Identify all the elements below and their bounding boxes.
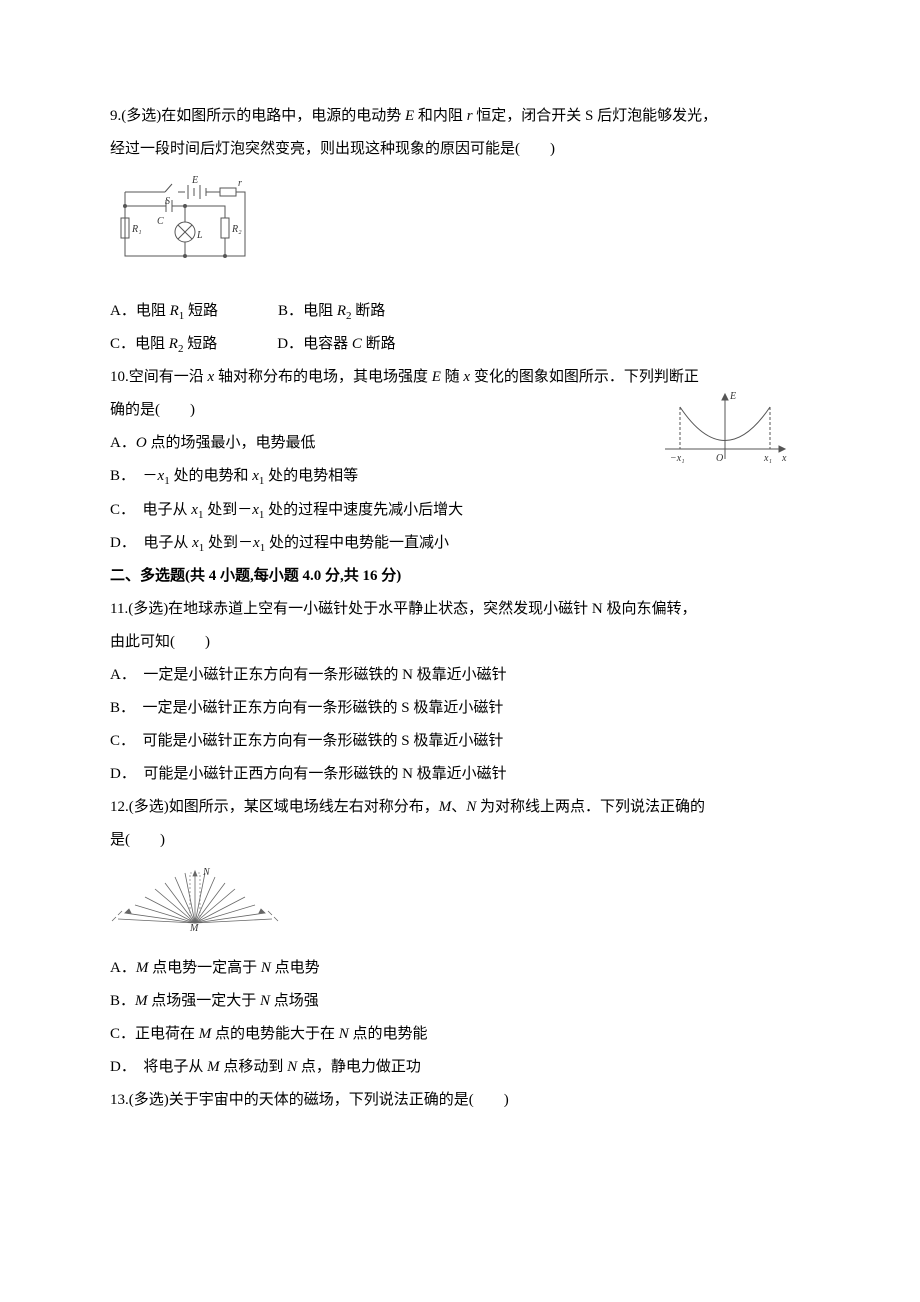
q11-stem: 11.(多选)在地球赤道上空有一小磁针处于水平静止状态，突然发现小磁针 N 极向… [110, 593, 810, 626]
svg-text:M: M [189, 923, 199, 933]
circuit-diagram: S E r C L R₁ R₂ [110, 174, 260, 274]
q10-option-d: D． 电子从 x1 处到－x1 处的过程中电势能一直减小 [110, 527, 810, 560]
svg-text:−x₁: −x₁ [670, 453, 685, 464]
svg-text:r: r [238, 178, 242, 189]
q9-options-row1: A．电阻 R1 短路 B．电阻 R2 断路 [110, 295, 810, 328]
e-x-graph: E O −x₁ x₁ x [660, 389, 790, 474]
q9-option-c: C．电阻 R2 短路 [110, 328, 217, 361]
q12-option-d: D． 将电子从 M 点移动到 N 点，静电力做正功 [110, 1051, 810, 1084]
question-13: 13.(多选)关于宇宙中的天体的磁场，下列说法正确的是( ) [110, 1084, 810, 1117]
q11-stem-2: 由此可知( ) [110, 626, 810, 659]
question-9: 9.(多选)在如图所示的电路中，电源的电动势 E 和内阻 r 恒定，闭合开关 S… [110, 100, 810, 361]
q9-option-b: B．电阻 R2 断路 [278, 295, 385, 328]
q12-option-b: B．M 点场强一定大于 N 点场强 [110, 985, 810, 1018]
q11-option-a: A． 一定是小磁针正东方向有一条形磁铁的 N 极靠近小磁针 [110, 659, 810, 692]
q12-stem-2: 是( ) [110, 824, 810, 857]
svg-text:N: N [202, 867, 211, 878]
q12-option-c: C．正电荷在 M 点的电势能大于在 N 点的电势能 [110, 1018, 810, 1051]
q11-option-d: D． 可能是小磁针正西方向有一条形磁铁的 N 极靠近小磁针 [110, 758, 810, 791]
question-10: 10.空间有一沿 x 轴对称分布的电场，其电场强度 E 随 x 变化的图象如图所… [110, 361, 810, 560]
q9-stem: 9.(多选)在如图所示的电路中，电源的电动势 E 和内阻 r 恒定，闭合开关 S… [110, 100, 810, 133]
svg-text:x: x [781, 453, 787, 464]
svg-text:R₂: R₂ [231, 224, 242, 235]
q9-options-row2: C．电阻 R2 短路 D．电容器 C 断路 [110, 328, 810, 361]
q11-option-b: B． 一定是小磁针正东方向有一条形磁铁的 S 极靠近小磁针 [110, 692, 810, 725]
q13-stem: 13.(多选)关于宇宙中的天体的磁场，下列说法正确的是( ) [110, 1084, 810, 1117]
q11-option-c: C． 可能是小磁针正东方向有一条形磁铁的 S 极靠近小磁针 [110, 725, 810, 758]
question-12: 12.(多选)如图所示，某区域电场线左右对称分布，M、N 为对称线上两点．下列说… [110, 791, 810, 1084]
q9-option-a: A．电阻 R1 短路 [110, 295, 218, 328]
q9-stem-line2: 经过一段时间后灯泡突然变亮，则出现这种现象的原因可能是( ) [110, 133, 810, 166]
svg-text:E: E [191, 175, 198, 186]
q12-stem: 12.(多选)如图所示，某区域电场线左右对称分布，M、N 为对称线上两点．下列说… [110, 791, 810, 824]
q10-option-c: C． 电子从 x1 处到－x1 处的过程中速度先减小后增大 [110, 494, 810, 527]
svg-text:O: O [716, 453, 723, 464]
section-2-heading: 二、多选题(共 4 小题,每小题 4.0 分,共 16 分) [110, 560, 810, 593]
svg-text:R₁: R₁ [131, 224, 142, 235]
q9-option-d: D．电容器 C 断路 [277, 328, 395, 361]
svg-text:L: L [196, 230, 203, 241]
svg-text:x₁: x₁ [763, 453, 772, 464]
svg-text:C: C [157, 216, 164, 227]
svg-text:S: S [165, 196, 170, 207]
question-11: 11.(多选)在地球赤道上空有一小磁针处于水平静止状态，突然发现小磁针 N 极向… [110, 593, 810, 791]
field-lines-diagram: N M [110, 863, 280, 933]
q12-option-a: A．M 点电势一定高于 N 点电势 [110, 952, 810, 985]
svg-text:E: E [729, 391, 736, 402]
